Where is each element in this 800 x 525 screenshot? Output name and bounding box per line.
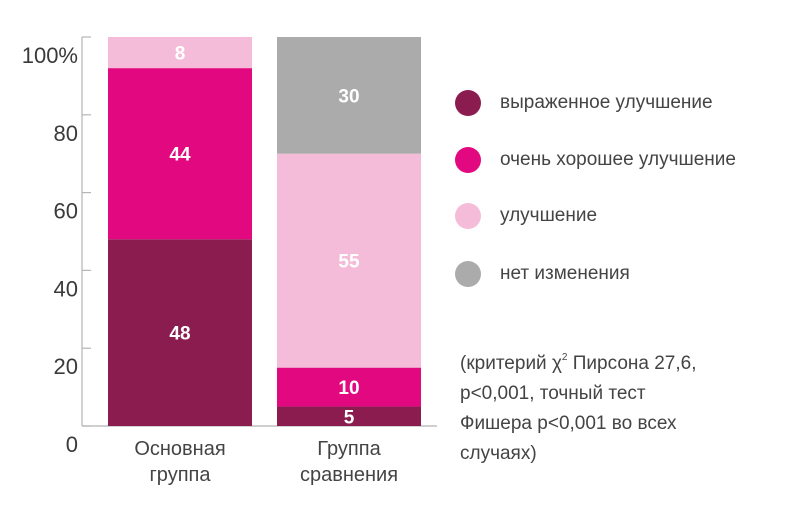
x-tick-label: группа xyxy=(150,464,212,486)
y-tick-label: 40 xyxy=(54,276,78,301)
legend-label: выраженное улучшение xyxy=(500,92,713,113)
legend-label: очень хорошее улучшение xyxy=(500,149,736,170)
bar-segment xyxy=(277,153,421,368)
legend-item: улучшение xyxy=(455,201,597,231)
bar-segment xyxy=(277,367,421,407)
note-text: (критерий χ xyxy=(460,353,562,374)
y-tick-label: 60 xyxy=(54,199,78,224)
y-tick-label: 0 xyxy=(66,432,78,457)
data-label: 44 xyxy=(169,145,191,166)
legend-item: очень хорошее улучшение xyxy=(455,145,736,175)
y-tick-label: 20 xyxy=(54,354,78,379)
legend-item: нет изменения xyxy=(455,259,630,289)
legend-swatch xyxy=(455,203,481,229)
x-tick-label: Группа xyxy=(317,438,381,460)
x-tick-label: сравнения xyxy=(300,464,398,486)
bar-segment xyxy=(108,239,252,426)
bar-segment xyxy=(277,37,421,154)
data-label: 10 xyxy=(338,378,359,399)
bar-segment xyxy=(108,37,252,69)
y-tick-label: 80 xyxy=(54,121,78,146)
y-tick-label: 100% xyxy=(22,43,78,68)
note-superscript: 2 xyxy=(561,352,568,363)
bar-segment xyxy=(108,68,252,240)
legend-swatch xyxy=(455,147,481,173)
data-label: 48 xyxy=(169,324,190,345)
note-text: Пирсона 27,6, xyxy=(567,353,697,374)
bar-segment xyxy=(277,406,421,426)
data-label: 5 xyxy=(344,407,355,428)
note-line: (критерий χ2 Пирсона 27,6, xyxy=(460,343,696,379)
x-tick-label: Основная xyxy=(134,438,225,460)
legend-item: выраженное улучшение xyxy=(455,88,713,118)
legend-swatch xyxy=(455,90,481,116)
statistics-note: (критерий χ2 Пирсона 27,6, p<0,001, точн… xyxy=(460,343,696,469)
legend-label: улучшение xyxy=(500,205,598,226)
data-label: 55 xyxy=(338,252,360,273)
note-line: Фишера p<0,001 во всех xyxy=(460,413,677,434)
data-label: 8 xyxy=(175,44,186,65)
legend-swatch xyxy=(455,261,481,287)
note-line: p<0,001, точный тест xyxy=(460,383,646,404)
data-label: 30 xyxy=(338,86,359,107)
note-line: случаях) xyxy=(460,443,537,464)
legend-label: нет изменения xyxy=(500,263,630,284)
